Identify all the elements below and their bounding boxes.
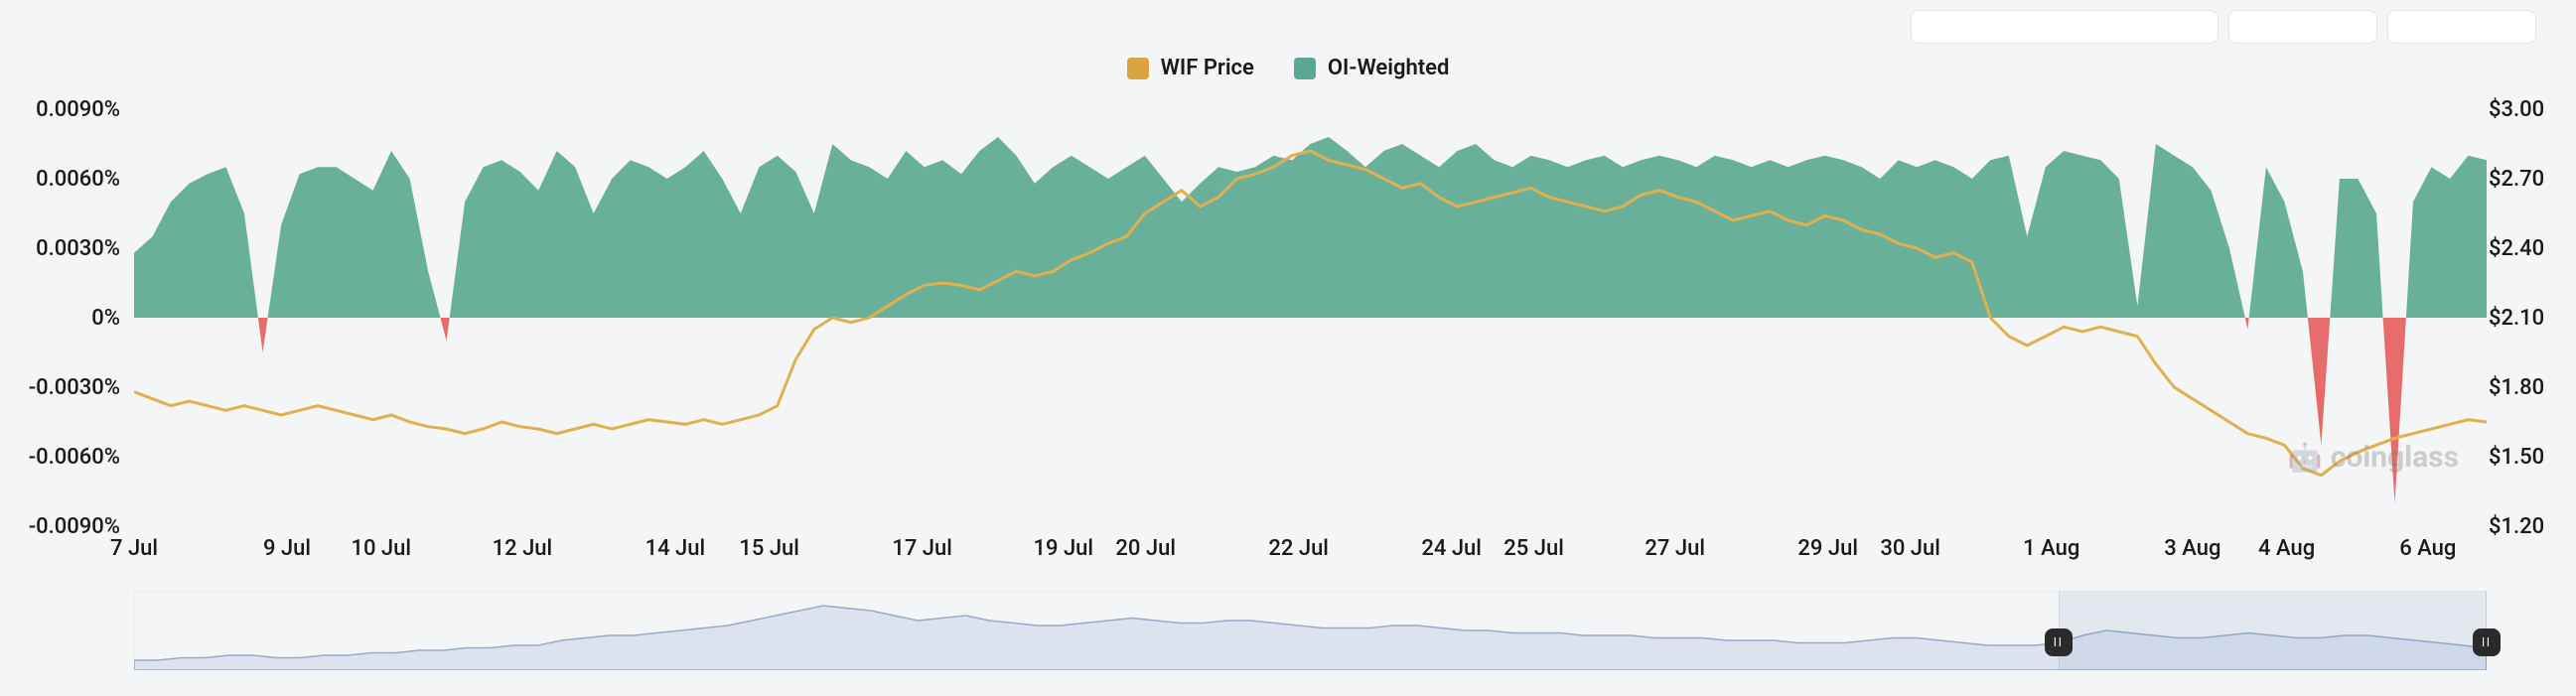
x-tick: 17 Jul: [892, 536, 952, 561]
y-left-tick: 0.0030%: [0, 236, 120, 261]
y-left-tick: 0.0090%: [0, 97, 120, 122]
x-tick: 15 Jul: [739, 536, 799, 561]
x-tick: 3 Aug: [2164, 536, 2220, 561]
x-tick: 22 Jul: [1268, 536, 1329, 561]
x-tick: 10 Jul: [351, 536, 411, 561]
navigator[interactable]: ll ll: [134, 591, 2487, 670]
watermark: 🤖 coinglass: [2288, 440, 2459, 475]
toolbar-button-3[interactable]: [2387, 10, 2536, 44]
legend-item-oi[interactable]: OI-Weighted: [1294, 56, 1450, 80]
oi-area-negative: [2383, 318, 2406, 503]
x-tick: 1 Aug: [2023, 536, 2079, 561]
legend: WIF Price OI-Weighted: [0, 56, 2576, 80]
oi-area-negative: [441, 318, 450, 341]
watermark-icon: 🤖: [2288, 441, 2323, 474]
x-tick: 12 Jul: [493, 536, 553, 561]
toolbar-button-1[interactable]: [1911, 10, 2218, 44]
x-tick: 6 Aug: [2399, 536, 2456, 561]
y-left-tick: -0.0090%: [0, 514, 120, 539]
x-tick: 4 Aug: [2258, 536, 2315, 561]
y-right-tick: $1.50: [2489, 445, 2568, 470]
y-right-tick: $2.40: [2489, 236, 2568, 261]
chart-plot-area[interactable]: 🤖 coinglass: [134, 109, 2487, 526]
navigator-handle-right[interactable]: ll: [2473, 628, 2501, 656]
watermark-text: coinglass: [2331, 440, 2459, 475]
oi-area-positive: [2249, 167, 2308, 318]
oi-area-positive: [2406, 156, 2487, 318]
oi-area-negative: [258, 318, 268, 352]
y-right-tick: $2.70: [2489, 167, 2568, 192]
oi-area-negative: [2308, 318, 2330, 445]
x-tick: 7 Jul: [110, 536, 158, 561]
y-right-tick: $3.00: [2489, 97, 2568, 122]
legend-item-price[interactable]: WIF Price: [1127, 56, 1254, 80]
legend-label-price: WIF Price: [1161, 56, 1254, 80]
y-left-tick: 0.0060%: [0, 167, 120, 192]
oi-area-negative: [2245, 318, 2249, 330]
oi-area-positive: [268, 151, 441, 318]
x-tick: 20 Jul: [1115, 536, 1176, 561]
y-right-tick: $2.10: [2489, 306, 2568, 331]
y-left-tick: 0%: [0, 306, 120, 331]
x-tick: 25 Jul: [1503, 536, 1564, 561]
navigator-handle-left[interactable]: ll: [2045, 628, 2073, 656]
x-tick: 19 Jul: [1033, 536, 1093, 561]
legend-label-oi: OI-Weighted: [1328, 56, 1450, 80]
y-left-tick: -0.0030%: [0, 375, 120, 400]
x-axis: 7 Jul9 Jul10 Jul12 Jul14 Jul15 Jul17 Jul…: [134, 536, 2487, 566]
oi-area-positive: [2330, 179, 2382, 318]
x-tick: 9 Jul: [263, 536, 311, 561]
y-left-tick: -0.0060%: [0, 445, 120, 470]
y-right-tick: $1.80: [2489, 375, 2568, 400]
y-right-tick: $1.20: [2489, 514, 2568, 539]
oi-area-positive: [134, 167, 258, 318]
x-tick: 27 Jul: [1645, 536, 1705, 561]
x-tick: 24 Jul: [1421, 536, 1482, 561]
funding-chart-panel: WIF Price OI-Weighted 0.0090% 0.0060% 0.00…: [0, 0, 2576, 696]
x-tick: 29 Jul: [1797, 536, 1858, 561]
x-tick: 14 Jul: [645, 536, 706, 561]
x-tick: 30 Jul: [1880, 536, 1940, 561]
toolbar-button-2[interactable]: [2228, 10, 2377, 44]
legend-swatch-oi: [1294, 58, 1316, 79]
navigator-window[interactable]: [2059, 591, 2487, 670]
legend-swatch-price: [1127, 58, 1149, 79]
